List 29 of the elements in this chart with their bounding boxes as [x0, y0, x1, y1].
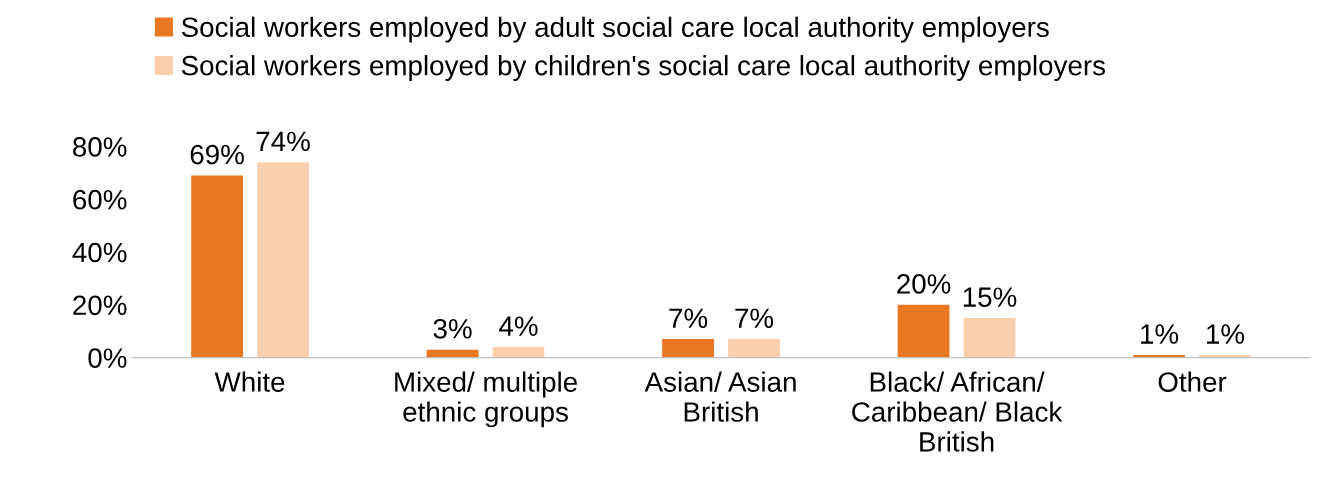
- y-tick-label: 20%: [73, 295, 127, 316]
- bar: [662, 339, 714, 358]
- data-label: 7%: [669, 308, 708, 328]
- bar: [492, 347, 545, 358]
- x-tick-label: Asian/ Asian British: [644, 371, 796, 422]
- x-tick-label: Other: [1158, 371, 1227, 392]
- y-tick-label: 0%: [88, 348, 127, 368]
- data-label: 4%: [499, 316, 538, 336]
- bar: [728, 339, 780, 358]
- y-tick-label: 60%: [73, 189, 127, 210]
- legend-label: Social workers employed by children's social care local authority employers: [181, 55, 1106, 81]
- data-label: 20%: [897, 274, 951, 294]
- x-tick-label: Mixed/ multiple ethnic groups: [395, 371, 577, 428]
- x-tick-label: White: [214, 371, 285, 392]
- bar: [191, 175, 243, 358]
- data-label: 3%: [433, 318, 472, 339]
- y-tick-label: 80%: [73, 137, 127, 157]
- x-tick-label: Black/ African/ Caribbean/ Black British: [852, 371, 1063, 452]
- bar: [257, 162, 309, 358]
- legend-label: Social workers employed by adult social care local authority employers: [181, 16, 1049, 43]
- data-label: 74%: [256, 131, 310, 152]
- data-label: 7%: [735, 308, 774, 328]
- data-label: 1%: [1141, 324, 1179, 344]
- bar: [897, 304, 950, 358]
- bar: [963, 318, 1016, 358]
- data-label: 1%: [1207, 324, 1245, 344]
- data-label: 69%: [190, 144, 244, 165]
- data-label: 15%: [963, 287, 1017, 307]
- y-tick-label: 40%: [72, 242, 127, 263]
